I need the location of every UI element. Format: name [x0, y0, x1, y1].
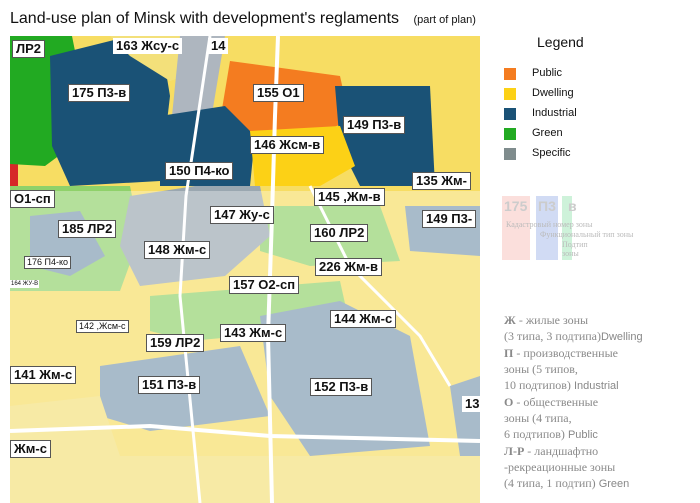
note-green-2: -рекреационные зоны: [504, 460, 616, 474]
example-caption-subtype-1: Подтип: [562, 240, 588, 249]
legend-swatch-dwelling: [504, 88, 516, 100]
zone-label-163: 163 Жсу-с: [113, 38, 183, 54]
note-green-detail: (4 типа, 1 подтип) Green: [504, 476, 630, 490]
zone-label-144: 144 Жм-с: [330, 310, 397, 328]
note-public-detail: 6 подтипов) Public: [504, 427, 598, 441]
example-bar-number: [502, 196, 530, 260]
legend-label-industrial: Industrial: [532, 107, 577, 119]
note-dwelling: Ж - жилые зоны: [504, 313, 589, 327]
zone-label-149a: 149 П3-в: [343, 116, 406, 134]
zone-label-160: 160 ЛР2: [310, 224, 369, 242]
example-bar-subtype: [562, 196, 572, 260]
legend-label-dwelling: Dwelling: [532, 87, 574, 99]
zone-label-148: 148 Жм-с: [144, 241, 211, 259]
zone-label-147: 147 Жу-с: [210, 206, 274, 224]
note-industrial: П - производственные: [504, 346, 618, 360]
zone-label-152: 152 П3-в: [310, 378, 373, 396]
note-public-2: зоны (4 типа,: [504, 411, 572, 425]
note-industrial-detail: 10 подтипов) Industrial: [504, 378, 619, 392]
zone-label-135: 135 Жм-: [412, 172, 471, 190]
zone-label-o1sp: О1-сп: [10, 190, 55, 208]
industrial-zone-175: [50, 36, 170, 186]
zone-label-146: 146 Жсм-в: [250, 136, 325, 154]
legend-title: Legend: [537, 34, 584, 50]
legend-label-specific: Specific: [532, 147, 571, 159]
example-subtype: в: [568, 198, 577, 214]
zone-label-164: 164 ЖУ-В: [10, 280, 40, 288]
land-use-map: ЛР2 163 Жсу-с 14 175 П3-в 155 О1 149 П3-…: [10, 36, 480, 503]
legend-swatch-public: [504, 68, 516, 80]
note-industrial-2: зоны (5 типов,: [504, 362, 578, 376]
zone-label-150: 150 П4-ко: [165, 162, 234, 180]
zone-label-141: 141 Жм-с: [10, 366, 77, 384]
zone-label-149b: 149 П3-: [422, 210, 477, 228]
road-diagonal: [178, 36, 212, 503]
industrial-zone-149: [335, 86, 435, 186]
zone-label-jms: Жм-с: [10, 440, 51, 458]
example-caption-number: Кадастровый номер зоны: [506, 220, 593, 229]
example-caption-subtype-2: зоны: [562, 249, 579, 258]
zone-label-13: 13: [462, 396, 480, 412]
zone-label-142: 142 ,Жсм-с: [76, 320, 129, 333]
zone-label-155: 155 О1: [253, 84, 304, 102]
example-bar-function: [536, 196, 558, 260]
zone-label-145: 145 ,Жм-в: [314, 188, 385, 206]
zone-label-185: 185 ЛР2: [58, 220, 117, 238]
page-title: Land-use plan of Minsk with development'…: [10, 10, 476, 28]
example-function: П3: [538, 198, 556, 214]
zone-label-226: 226 Жм-в: [315, 258, 382, 276]
note-dwelling-detail: (3 типа, 3 подтипа)Dwelling: [504, 329, 643, 343]
legend-label-public: Public: [532, 67, 562, 79]
legend-swatch-industrial: [504, 108, 516, 120]
zone-code-example: 175 П3 в Кадастровый номер зоны Функцион…: [500, 196, 650, 266]
zone-type-notes: Ж - жилые зоны (3 типа, 3 подтипа)Dwelli…: [504, 312, 694, 492]
title-text: Land-use plan of Minsk with development'…: [10, 10, 400, 27]
zone-label-175: 175 П3-в: [68, 84, 131, 102]
example-caption-function: Функциональный тип зоны: [540, 230, 634, 239]
zone-label-159: 159 ЛР2: [146, 334, 205, 352]
zone-label-143: 143 Жм-с: [220, 324, 287, 342]
legend-swatch-green: [504, 128, 516, 140]
example-number: 175: [504, 198, 528, 214]
zone-label-151: 151 П3-в: [138, 376, 201, 394]
title-note: (part of plan): [413, 14, 476, 26]
zone-label-14: 14: [208, 38, 229, 54]
dwelling-zone-bottom: [10, 456, 480, 503]
map-fade-overlay: [10, 191, 480, 503]
note-green: Л-Р - ландшафтно: [504, 444, 599, 458]
zone-label-176: 176 П4-ко: [24, 256, 72, 269]
road-horizontal: [10, 423, 480, 443]
zone-label-157: 157 О2-сп: [229, 276, 300, 294]
note-public: О - общественные: [504, 395, 599, 409]
zone-label-lr2-top: ЛР2: [12, 40, 46, 58]
legend-swatch-specific: [504, 148, 516, 160]
legend-label-green: Green: [532, 127, 563, 139]
